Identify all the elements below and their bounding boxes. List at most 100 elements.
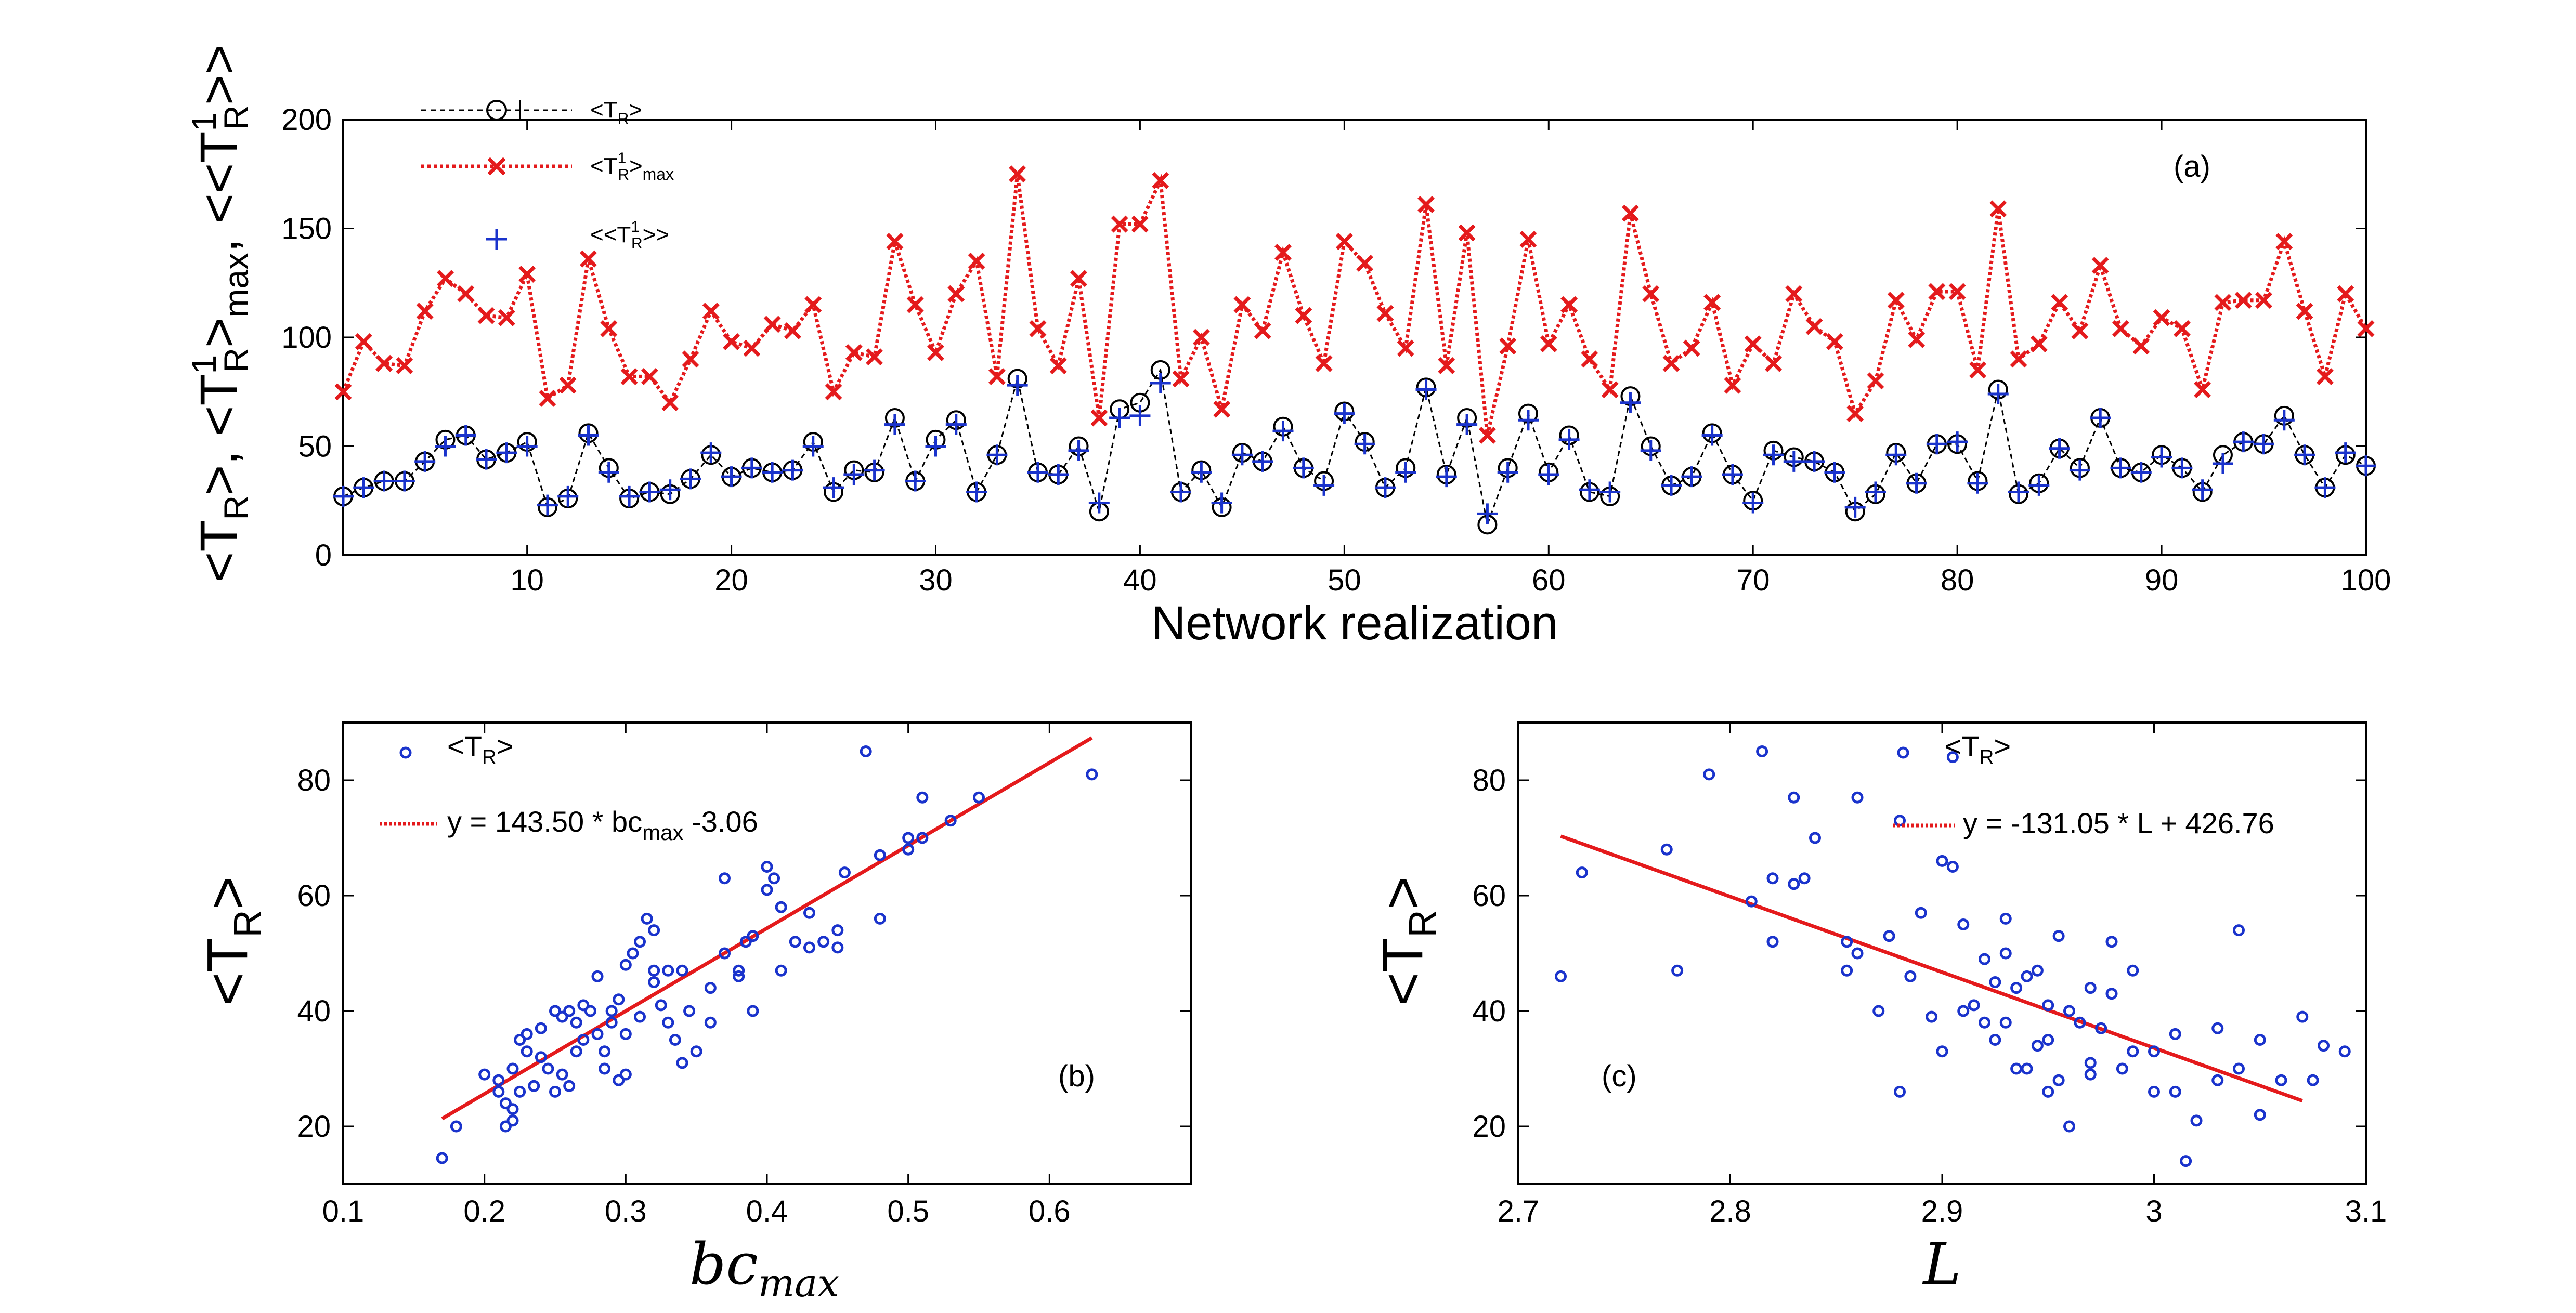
scatter-point — [2074, 1016, 2086, 1029]
scatter-point — [2338, 1045, 2351, 1058]
point-trmax — [1989, 200, 2007, 218]
point-trmean — [353, 477, 374, 498]
scatter-point — [1883, 930, 1895, 942]
x-tick-label: 2.8 — [1709, 1194, 1751, 1228]
point-trmean — [578, 425, 599, 446]
point-trmean — [1661, 475, 1682, 496]
point-trmax — [1356, 255, 1374, 272]
scatter-point — [916, 791, 929, 804]
scatter-point — [838, 866, 851, 879]
point-trmean — [2130, 462, 2152, 483]
point-trmax — [702, 303, 720, 320]
scatter-point — [2021, 1062, 2033, 1075]
point-trmax — [355, 333, 372, 350]
point-trmean — [1191, 462, 1212, 483]
panel-c: 2.7 2.8 2.9 3 3.1 20 40 60 80 (c) L <TR> <TR> y … — [1371, 721, 2387, 1297]
point-trmean — [2171, 457, 2193, 479]
point-trmean — [1354, 434, 1375, 455]
scatter-point — [2148, 1045, 2160, 1058]
point-trmax — [2275, 233, 2293, 251]
scatter-point — [2180, 1155, 2192, 1167]
point-trmean — [762, 462, 783, 483]
x-tick-label: 60 — [1532, 563, 1566, 597]
point-trmean — [1885, 444, 1907, 466]
point-trmax — [1049, 357, 1067, 374]
point-trmean — [2090, 408, 2111, 429]
scatter-point — [1979, 953, 1990, 965]
scatter-point — [704, 982, 717, 994]
scatter-point — [492, 1074, 505, 1086]
point-trmax — [2132, 337, 2150, 355]
scatter-point — [556, 1010, 568, 1023]
scatter-point — [570, 1016, 582, 1029]
point-trmean — [1865, 481, 1886, 503]
point-trmean — [1374, 477, 1396, 498]
point-trmax — [1233, 296, 1251, 313]
panel-b-axes-box — [342, 721, 1192, 1185]
point-trmax — [1581, 350, 1598, 368]
scatter-point — [599, 1045, 611, 1058]
point-trmax — [1969, 361, 1986, 379]
panel-c-axes-box — [1517, 721, 2367, 1185]
point-trmean — [1109, 408, 1130, 429]
point-trmean — [476, 449, 497, 470]
point-trmax — [845, 344, 863, 361]
point-trmean — [1538, 464, 1559, 485]
point-trmean — [1926, 434, 1947, 455]
point-trmax — [1274, 244, 1292, 261]
x-tick-label: 100 — [2341, 563, 2391, 597]
scatter-point — [1660, 843, 1673, 856]
point-trmean — [1681, 466, 1702, 488]
scatter-point — [1576, 866, 1588, 879]
scatter-point — [775, 901, 787, 913]
point-trmax — [2173, 320, 2191, 337]
point-trmax — [559, 376, 577, 394]
x-tick-label: 3.1 — [2345, 1194, 2387, 1228]
point-trmax — [436, 270, 454, 287]
scatter-point — [549, 1085, 561, 1098]
x-tick-label: 20 — [714, 563, 748, 597]
panel-b-label: (b) — [1058, 1059, 1095, 1093]
point-trmean — [455, 425, 476, 446]
point-trmean — [700, 442, 722, 464]
point-trmean — [1129, 405, 1151, 426]
x-tick-label: 10 — [510, 563, 544, 597]
point-trmean — [2151, 447, 2172, 468]
scatter-point — [2063, 1005, 2075, 1017]
scatter-point — [605, 1005, 618, 1017]
scatter-point — [506, 1114, 519, 1127]
scatter-point — [803, 907, 815, 919]
point-trmax — [1601, 381, 1619, 399]
scatter-point — [1936, 1045, 1948, 1058]
point-trmean — [2069, 459, 2090, 481]
x-tick-label: 0.4 — [746, 1194, 788, 1228]
panel-a: 10 20 30 40 50 60 70 80 90 100 0 50 100 150 200 (a) Ne… — [185, 44, 2391, 650]
scatter-point — [817, 936, 830, 948]
scatter-point — [2052, 1074, 2065, 1086]
scatter-point — [1957, 1005, 1970, 1017]
scatter-point — [1766, 936, 1779, 948]
scatter-point — [613, 993, 625, 1006]
point-trmean — [2212, 453, 2233, 475]
point-trmean — [2314, 477, 2336, 498]
series-line-trmax — [341, 174, 2368, 436]
scatter-point — [662, 1016, 674, 1029]
point-trmax — [2112, 320, 2129, 337]
scatter-point — [2116, 1062, 2128, 1075]
scatter-point — [599, 1062, 611, 1075]
scatter-point — [902, 832, 915, 844]
point-trmean — [1088, 492, 1110, 514]
point-trmax — [2010, 350, 2027, 368]
point-trmax — [1192, 329, 1210, 346]
point-trmean — [1272, 421, 1294, 442]
scatter-point — [1841, 964, 1853, 977]
point-trmax — [1295, 307, 1312, 324]
point-trmean — [1313, 475, 1335, 496]
point-trmax — [1417, 195, 1435, 213]
scatter-point — [1999, 947, 2012, 960]
scatter-point — [1555, 970, 1567, 982]
point-trmax — [1438, 357, 1455, 374]
point-trmax — [825, 383, 842, 401]
point-trmax — [1070, 270, 1088, 287]
